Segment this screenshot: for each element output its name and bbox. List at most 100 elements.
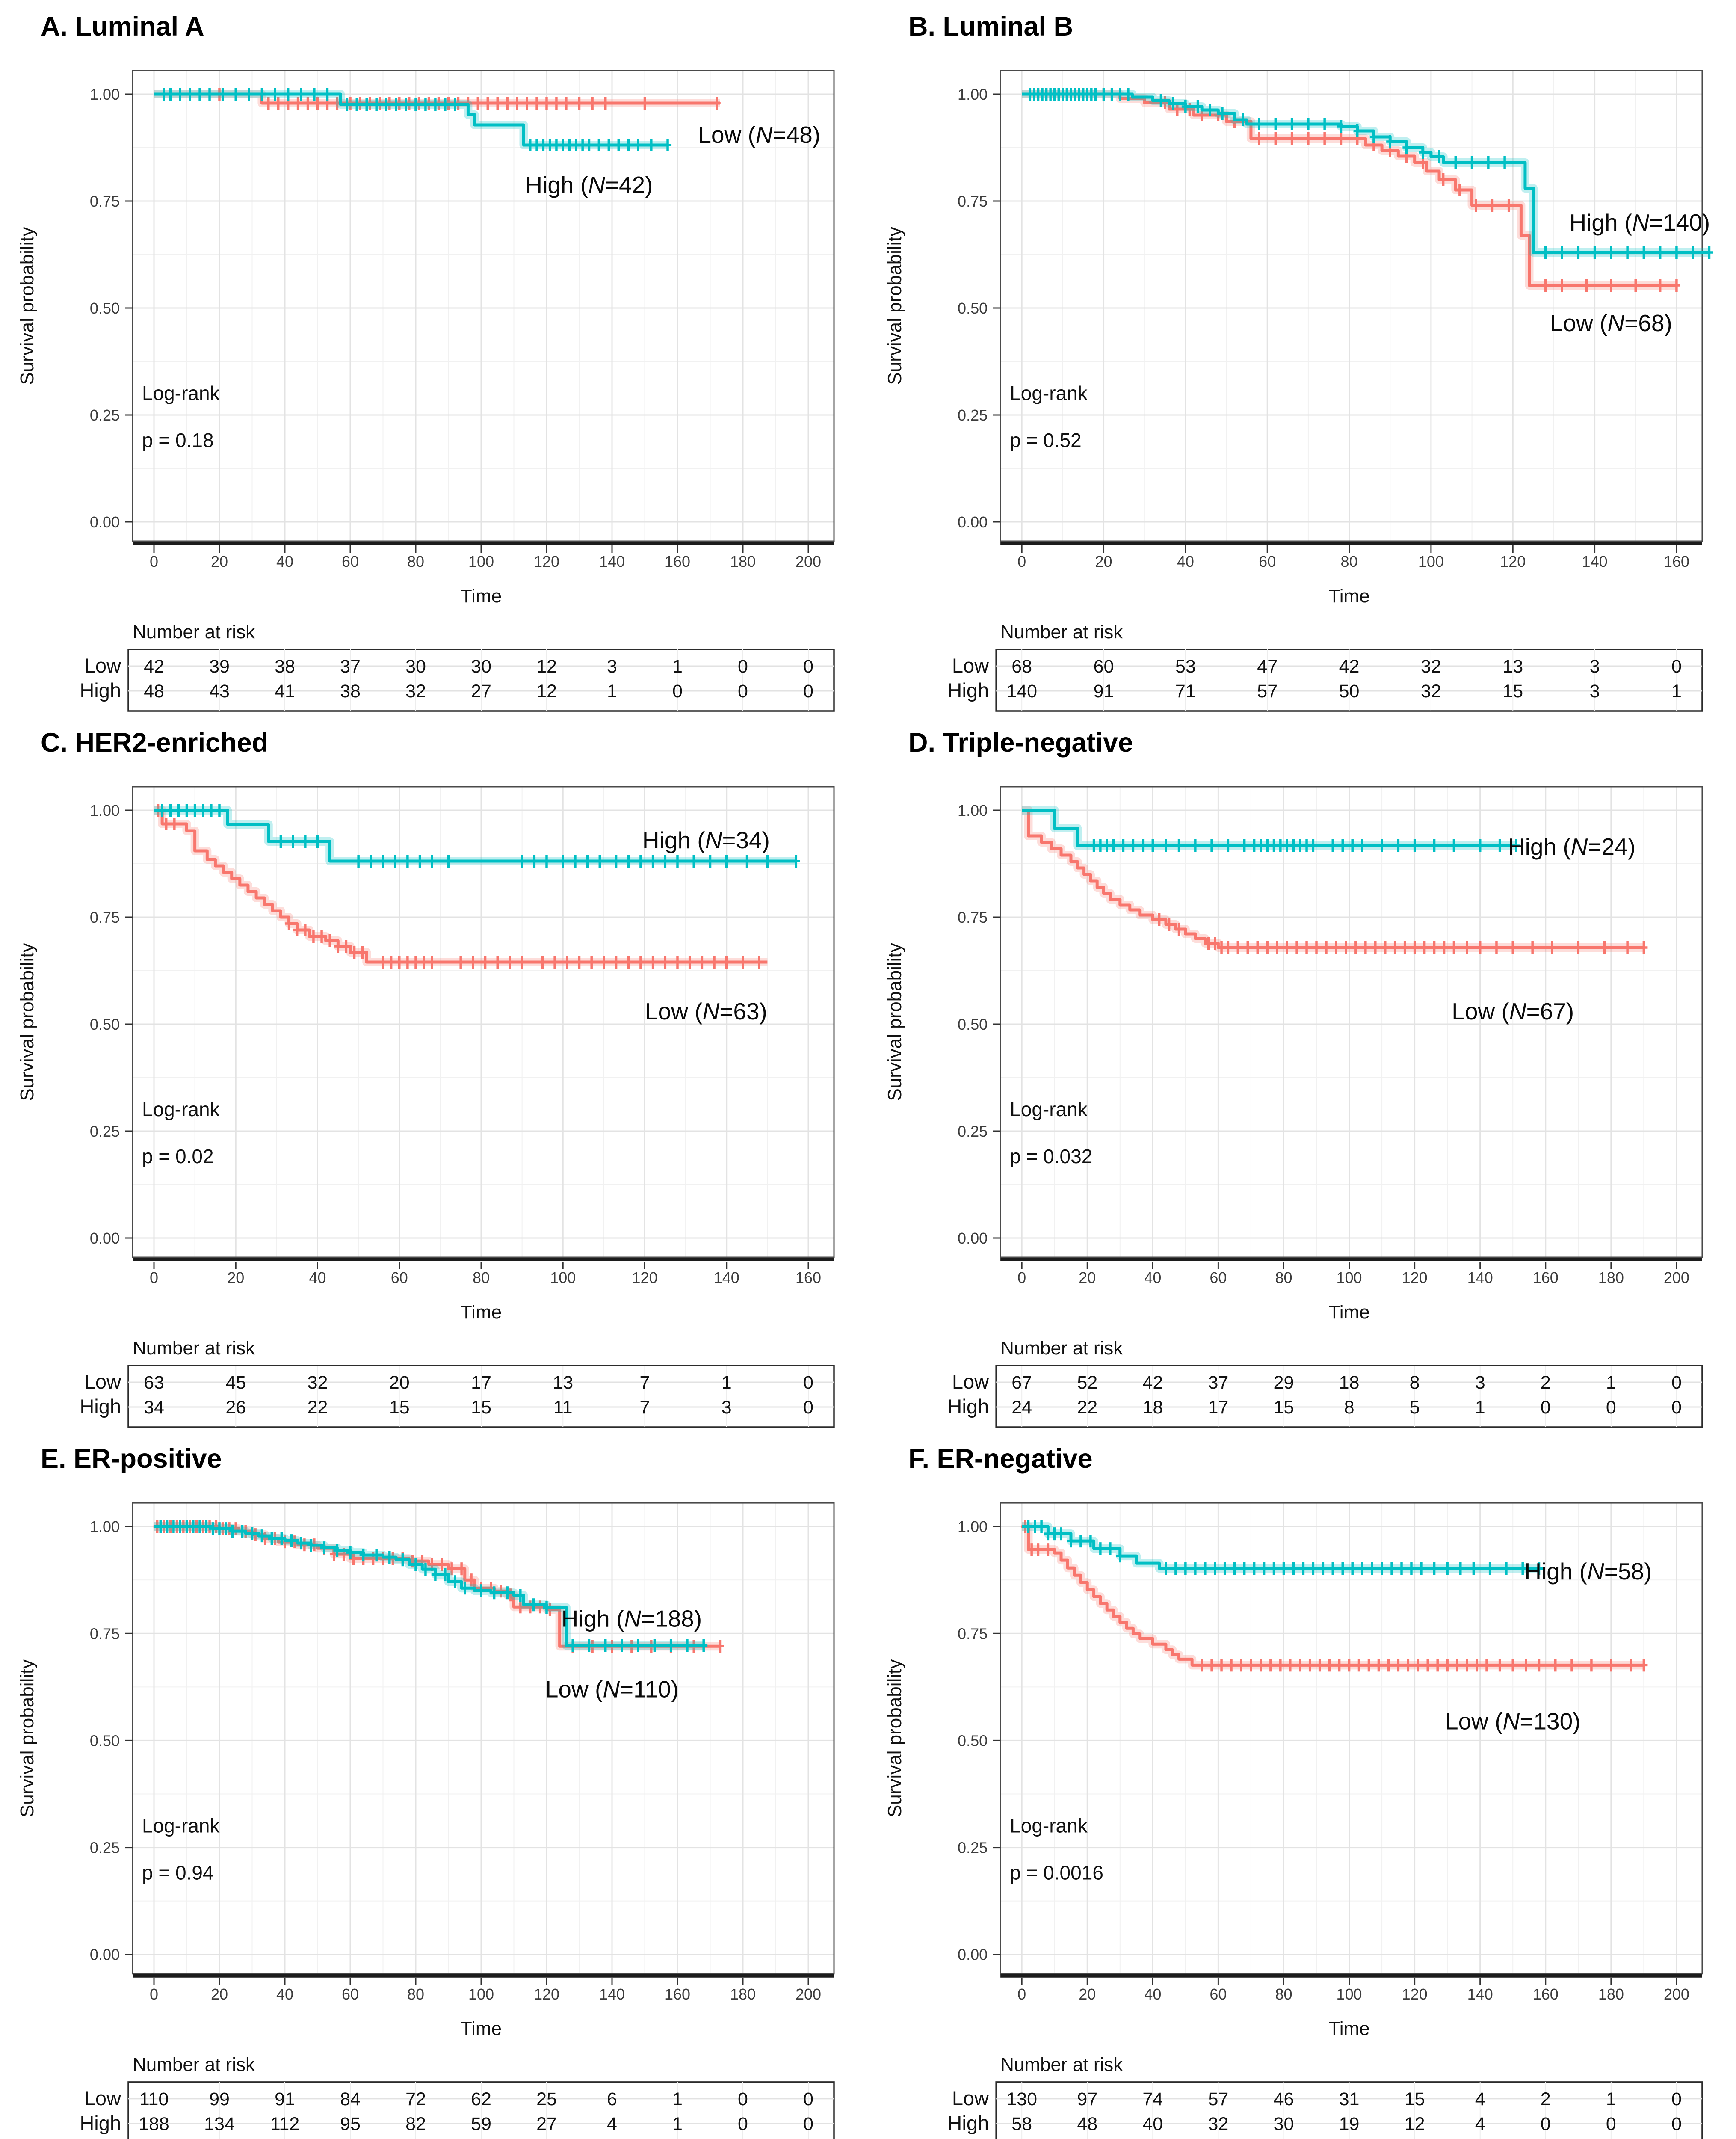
panel-triple-negative: D. Triple-negative 0 20 40 60 80 100 120 140 160… (868, 716, 1736, 1432)
curve-label-low: Low (N=68) (1550, 310, 1672, 336)
svg-text:100: 100 (1337, 1985, 1362, 2003)
risk-value: 58 (1011, 2114, 1032, 2134)
svg-text:40: 40 (1177, 553, 1194, 570)
svg-text:60: 60 (1259, 553, 1276, 570)
svg-text:0.75: 0.75 (958, 909, 988, 926)
curve-label-low: Low (N=110) (545, 1676, 679, 1702)
panel-er-positive: E. ER-positive 0 20 40 60 80 100 120 140 160 180 2… (0, 1432, 868, 2139)
svg-text:60: 60 (1210, 1269, 1227, 1286)
km-curve-low (1022, 1525, 1644, 1667)
risk-row-label-low: Low (952, 2087, 989, 2109)
risk-value: 25 (536, 2089, 557, 2109)
risk-value: 15 (1405, 2089, 1425, 2109)
risk-value: 74 (1142, 2089, 1163, 2109)
risk-value: 7 (640, 1372, 650, 1393)
svg-text:p = 0.94: p = 0.94 (142, 1862, 213, 1884)
risk-value: 110 (139, 2089, 169, 2109)
risk-value: 4 (607, 2114, 617, 2134)
svg-text:140: 140 (1467, 1985, 1493, 2003)
risk-value: 8 (1410, 1372, 1420, 1393)
risk-value: 48 (144, 681, 164, 702)
svg-text:80: 80 (473, 1269, 490, 1286)
svg-text:0: 0 (150, 1985, 158, 2003)
svg-text:0.25: 0.25 (90, 406, 120, 424)
svg-text:120: 120 (632, 1269, 657, 1286)
risk-value: 57 (1257, 681, 1278, 702)
svg-text:120: 120 (1402, 1269, 1428, 1286)
risk-value: 0 (803, 2089, 813, 2109)
svg-text:160: 160 (1664, 553, 1689, 570)
km-curve-low (1022, 809, 1644, 949)
risk-value: 95 (340, 2114, 361, 2134)
risk-row-label-low: Low (84, 1370, 121, 1393)
risk-value: 57 (1208, 2089, 1228, 2109)
km-curve-high (154, 92, 668, 147)
svg-text:0: 0 (1017, 553, 1026, 570)
svg-text:100: 100 (1418, 553, 1444, 570)
svg-text:180: 180 (1598, 1269, 1624, 1286)
risk-value: 0 (1541, 1397, 1551, 1418)
risk-table-header: Number at risk (133, 1338, 255, 1359)
svg-text:160: 160 (665, 553, 690, 570)
risk-value: 32 (308, 1372, 328, 1393)
risk-value: 3 (1590, 656, 1600, 677)
risk-value: 82 (405, 2114, 426, 2134)
risk-row-label-high: High (80, 1395, 121, 1418)
risk-value: 0 (1671, 1372, 1682, 1393)
svg-text:Log-rank: Log-rank (1010, 1815, 1088, 1837)
svg-text:Survival probability: Survival probability (884, 943, 905, 1101)
svg-text:0: 0 (1017, 1985, 1026, 2003)
risk-value: 22 (308, 1397, 328, 1418)
svg-text:Log-rank: Log-rank (142, 1815, 220, 1837)
svg-text:Survival probability: Survival probability (17, 227, 38, 385)
svg-text:160: 160 (796, 1269, 821, 1286)
risk-value: 1 (672, 2114, 683, 2134)
risk-value: 1 (1475, 1397, 1485, 1418)
risk-value: 39 (209, 656, 230, 677)
svg-text:140: 140 (1582, 553, 1608, 570)
risk-value: 38 (275, 656, 295, 677)
risk-value: 0 (803, 1397, 813, 1418)
svg-text:1.00: 1.00 (90, 802, 120, 819)
risk-value: 30 (1274, 2114, 1294, 2134)
risk-row-label-low: Low (84, 2087, 121, 2109)
svg-text:80: 80 (407, 553, 424, 570)
risk-value: 1 (672, 656, 683, 677)
svg-text:80: 80 (1275, 1269, 1292, 1286)
svg-text:20: 20 (1079, 1269, 1096, 1286)
curve-label-high: High (N=188) (562, 1605, 702, 1632)
risk-value: 4 (1475, 2114, 1485, 2134)
svg-text:0.75: 0.75 (90, 193, 120, 210)
risk-value: 59 (471, 2114, 491, 2134)
risk-value: 2 (1541, 2089, 1551, 2109)
svg-text:0.00: 0.00 (90, 1946, 120, 1964)
risk-value: 38 (340, 681, 361, 702)
risk-value: 71 (1175, 681, 1196, 702)
risk-value: 17 (1208, 1397, 1228, 1418)
panel-luminal-a: A. Luminal A 0 20 40 60 80 100 120 140 160 180 200… (0, 0, 868, 716)
svg-text:120: 120 (534, 553, 559, 570)
risk-value: 46 (1274, 2089, 1294, 2109)
risk-row-label-low: Low (952, 1370, 989, 1393)
risk-value: 140 (1006, 681, 1037, 702)
risk-value: 37 (340, 656, 361, 677)
risk-value: 18 (1142, 1397, 1163, 1418)
svg-text:200: 200 (1664, 1985, 1689, 2003)
svg-text:Log-rank: Log-rank (1010, 1098, 1088, 1120)
km-plot-b: 0 20 40 60 80 100 120 140 1600.000.250.500.751.0… (884, 70, 1713, 712)
svg-text:0.50: 0.50 (958, 299, 988, 317)
svg-text:100: 100 (468, 1985, 494, 2003)
risk-value: 48 (1077, 2114, 1097, 2134)
risk-value: 1 (1671, 681, 1682, 702)
risk-value: 30 (471, 656, 491, 677)
svg-text:140: 140 (1467, 1269, 1493, 1286)
risk-value: 1 (1606, 1372, 1616, 1393)
svg-text:0.00: 0.00 (958, 513, 988, 531)
svg-text:0.75: 0.75 (958, 1625, 988, 1642)
curve-label-low: Low (N=48) (698, 121, 820, 148)
risk-value: 188 (139, 2114, 169, 2134)
risk-value: 32 (405, 681, 426, 702)
svg-text:120: 120 (534, 1985, 559, 2003)
svg-text:Time: Time (1328, 586, 1369, 607)
svg-text:Survival probability: Survival probability (884, 227, 905, 385)
